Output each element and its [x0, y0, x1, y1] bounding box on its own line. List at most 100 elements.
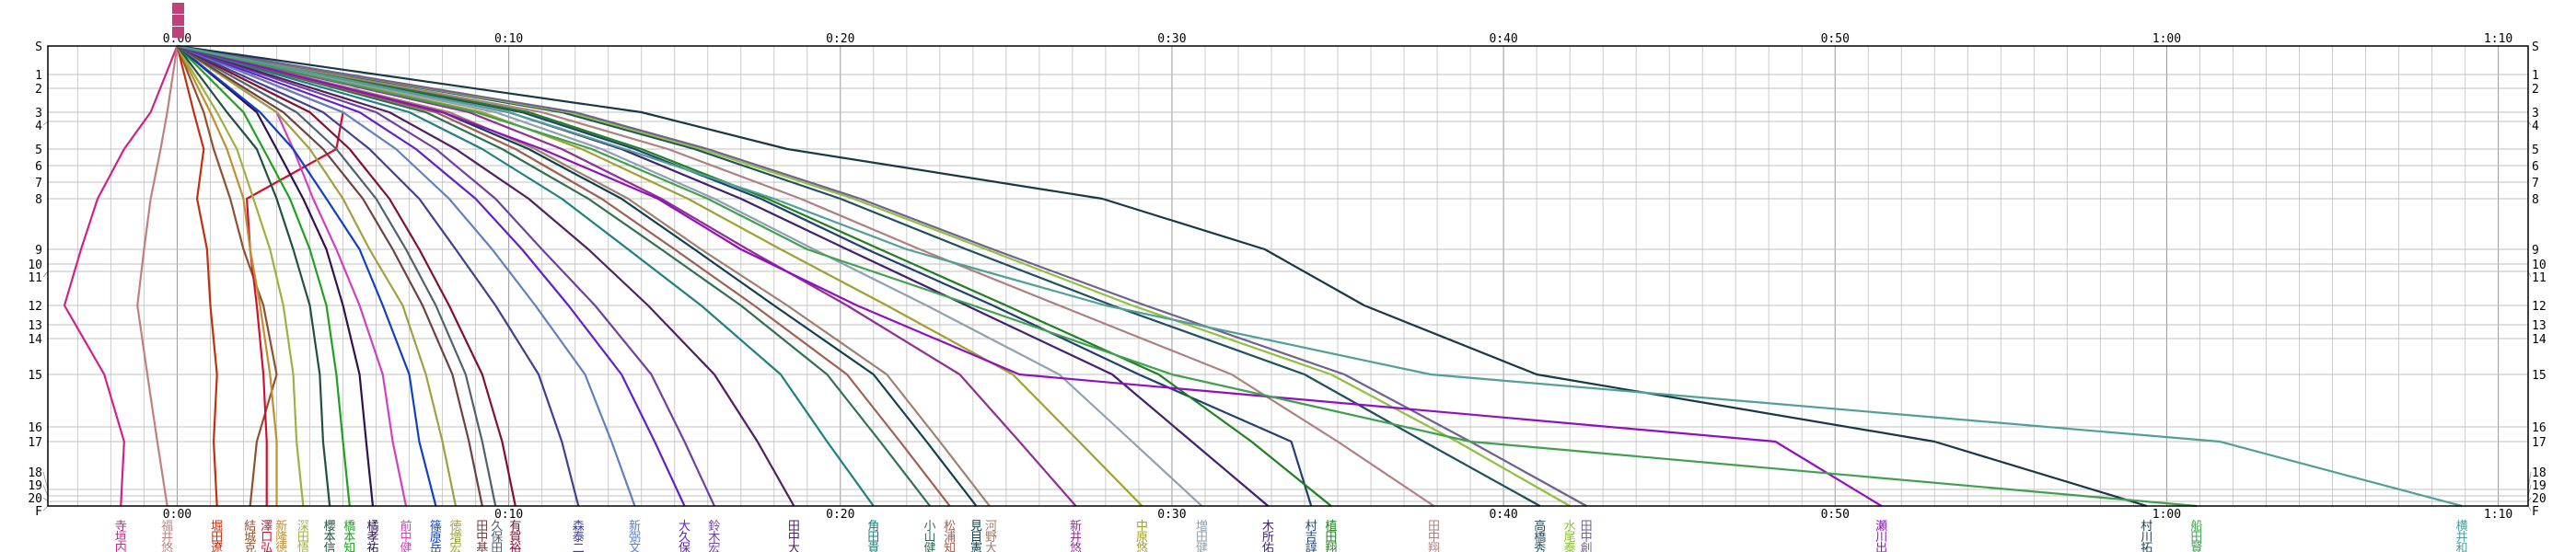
runner-name-label: 秀: [1534, 542, 1546, 552]
runner-name-label: 悠: [1136, 542, 1148, 552]
control-label-left: F: [35, 505, 42, 519]
series-line: [177, 44, 686, 507]
control-label-right: 20: [2532, 492, 2547, 506]
leader-mark: [172, 15, 184, 26]
series-line: [176, 45, 305, 507]
runner-name-label: 和: [2455, 542, 2467, 552]
runner-name-label: 見: [970, 520, 982, 534]
series-line: [176, 45, 278, 506]
series-line: [177, 44, 1203, 507]
runner-name-label: 原: [430, 531, 442, 545]
control-label-right: F: [2532, 505, 2539, 519]
runner-name-label: 中: [1581, 531, 1593, 545]
runner-name-label: 田: [788, 520, 800, 534]
runner-name-label: 宏: [449, 542, 461, 552]
runner-name-label: 中: [476, 531, 488, 545]
series-line: [177, 44, 795, 507]
series-line: [177, 44, 1270, 507]
runner-name-label: 拓: [2141, 542, 2152, 552]
runner-name-label: 中: [400, 531, 412, 545]
runner-name-label: 保: [679, 542, 690, 552]
runner-name-label: 田: [491, 542, 503, 552]
runner-name-label: 賀: [509, 531, 521, 545]
series-line: [176, 45, 278, 507]
control-label-right: 13: [2532, 319, 2547, 333]
x-tick-label-top: 0:00: [163, 32, 191, 46]
series-line: [177, 44, 1435, 507]
runner-name-label: 高: [1534, 519, 1546, 534]
runner-name-label: 大: [788, 542, 800, 552]
runner-name-label: 裕: [509, 542, 521, 552]
control-label-right: S: [2532, 40, 2539, 54]
control-label-leader: [42, 121, 49, 126]
x-tick-label-top: 1:00: [2152, 32, 2181, 46]
runner-name-label: 口: [261, 531, 273, 545]
runner-name-label: 佑: [1262, 542, 1274, 552]
series-line: [176, 45, 218, 507]
control-label-left: 12: [28, 300, 42, 314]
runner-name-label: 浦: [944, 531, 956, 545]
series-line: [177, 44, 2148, 508]
series-line: [177, 44, 2463, 508]
runner-name-label: 出: [1875, 542, 1887, 552]
control-label-right: 4: [2532, 120, 2539, 133]
runner-name-label: 保: [491, 531, 503, 545]
leader-marker: [172, 3, 184, 38]
runner-name-label: 徳: [449, 520, 461, 534]
control-label-left: 2: [35, 83, 42, 97]
runner-name-label: 新: [275, 519, 287, 534]
runner-name-label: 深: [297, 520, 309, 534]
series-line: [176, 45, 437, 507]
runner-name-label: 井: [1070, 531, 1082, 545]
series-line: [177, 44, 580, 507]
runner-name-label: 井: [2455, 531, 2467, 545]
runner-name-label: 有: [509, 520, 521, 534]
x-tick-label-top: 0:30: [1157, 32, 1186, 46]
series-line: [177, 44, 636, 507]
runner-name-label: 寺: [115, 520, 127, 534]
series-line: [177, 44, 715, 507]
series-line: [176, 45, 497, 507]
control-label-leader: [42, 505, 49, 512]
runner-name-label: 遼: [211, 542, 223, 552]
runner-name-label: 中: [1136, 520, 1148, 534]
runner-name-label: 村: [2141, 520, 2152, 534]
control-label-right: 14: [2532, 333, 2547, 347]
control-label-right: 7: [2532, 177, 2539, 190]
runner-name-label: 翔: [1325, 542, 1337, 552]
runner-name-label: 垣: [115, 531, 127, 545]
runner-name-label: 基: [476, 542, 488, 552]
runner-name-label: 田: [1428, 520, 1440, 534]
runner-name-label: 川: [1875, 531, 1887, 545]
runner-name-label: 隆: [275, 531, 287, 545]
runner-name-label: 貴: [867, 542, 879, 552]
runner-name-label: 諄: [1305, 541, 1317, 552]
runner-name-label: 大: [679, 520, 690, 534]
plot-frame: [47, 45, 2529, 507]
series-line: [176, 45, 408, 507]
runner-name-label: 所: [1262, 531, 1274, 545]
control-label-left: 3: [35, 107, 42, 121]
series-line: [177, 44, 978, 507]
runner-name-label: 悟: [297, 542, 309, 552]
runner-name-label: 健: [400, 542, 412, 552]
control-label-right: 16: [2532, 421, 2547, 435]
runner-name-label: 悠: [161, 542, 173, 552]
control-label-left: 5: [35, 144, 42, 157]
runner-name-label: 増: [449, 531, 461, 545]
series-line: [177, 44, 1883, 507]
runner-name-label: 船: [2190, 520, 2202, 534]
runner-name-label: 悠: [1070, 542, 1082, 552]
runner-name-label: 泰: [1564, 542, 1576, 552]
runner-name-label: 健: [1196, 542, 1208, 552]
runner-name-label: 弘: [261, 542, 273, 552]
runner-name-label: 信: [324, 542, 336, 552]
runner-name-label: 植: [1325, 520, 1337, 534]
runner-name-label: 橋: [1534, 531, 1546, 545]
control-label-left: 10: [28, 259, 42, 272]
series-line: [177, 44, 1332, 507]
control-label-right: 2: [2532, 83, 2539, 97]
runner-name-label: 孝: [366, 531, 378, 545]
runner-name-label: 田: [867, 531, 879, 545]
